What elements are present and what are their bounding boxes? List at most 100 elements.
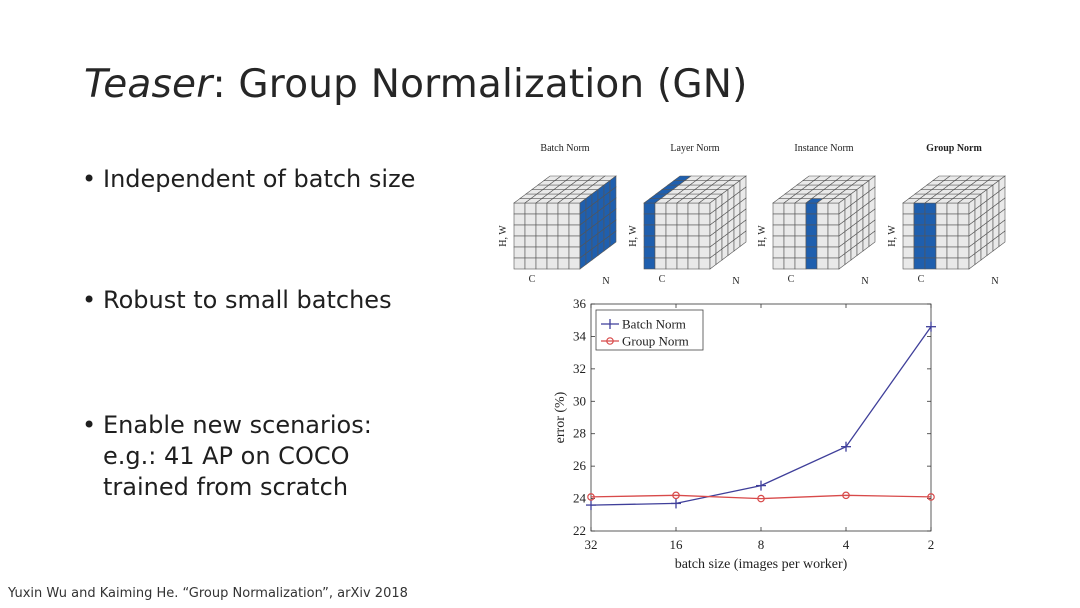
bullet-text: Robust to small batches [103, 286, 392, 314]
front-cell [524, 213, 537, 226]
front-cell [772, 202, 785, 215]
front-cell [546, 202, 559, 215]
y-tick-label: 28 [573, 426, 586, 441]
front-cell [643, 235, 656, 248]
front-cell [957, 257, 970, 270]
front-cell [557, 213, 570, 226]
front-cell [902, 202, 915, 215]
front-cell [513, 202, 526, 215]
front-cell [513, 246, 526, 259]
front-cell [687, 257, 700, 270]
data-point-batch-norm [756, 480, 766, 491]
front-cell [535, 224, 548, 237]
front-cell [794, 202, 807, 215]
front-cell [654, 202, 667, 215]
front-cell [946, 202, 959, 215]
front-cell [957, 224, 970, 237]
front-cell [902, 235, 915, 248]
axis-label-hw: H, W [628, 225, 639, 247]
front-cell [794, 246, 807, 259]
side-cell [609, 230, 617, 248]
front-cell [924, 224, 937, 237]
legend-label: Batch Norm [622, 317, 686, 332]
front-cell [535, 246, 548, 259]
x-axis-label: batch size (images per worker) [675, 557, 848, 572]
axis-label-c: C [788, 274, 795, 284]
front-cell [772, 246, 785, 259]
front-cell [687, 235, 700, 248]
front-cell [946, 213, 959, 226]
axis-label-n: N [732, 276, 739, 284]
front-cell [935, 235, 948, 248]
norm-label: Layer Norm [670, 143, 719, 154]
front-cell [783, 235, 796, 248]
data-point-batch-norm [586, 500, 596, 511]
front-cell [772, 257, 785, 270]
front-cell [805, 235, 818, 248]
front-cell [913, 202, 926, 215]
front-cell [687, 246, 700, 259]
data-point-group-norm [842, 491, 850, 500]
data-point-group-norm [587, 493, 595, 501]
front-cell [535, 213, 548, 226]
norm-cube-3: Instance Norm H, W C N [757, 143, 876, 284]
front-cell [805, 224, 818, 237]
front-cell [568, 202, 581, 215]
front-cell [957, 202, 970, 215]
norm-label: Group Norm [926, 143, 982, 154]
axis-label-c: C [529, 274, 536, 284]
front-cell [946, 235, 959, 248]
legend: Batch Norm Group Norm [595, 309, 704, 351]
front-cell [557, 202, 570, 215]
error-vs-batch-size-chart: 22 24 26 28 30 32 34 36 32 16 8 4 2 batch size (image… [553, 296, 936, 572]
bullet-item: Independent of batch size [80, 164, 460, 195]
side-cell [739, 230, 747, 248]
front-cell [772, 224, 785, 237]
front-cell [643, 246, 656, 259]
front-cell [535, 235, 548, 248]
citation: Yuxin Wu and Kaiming He. “Group Normaliz… [8, 586, 408, 601]
norm-label: Instance Norm [794, 143, 853, 154]
front-cell [924, 202, 937, 215]
data-point-group-norm [757, 494, 765, 503]
front-cell [913, 257, 926, 270]
front-cell [794, 213, 807, 226]
front-cell [805, 246, 818, 259]
front-cell [783, 213, 796, 226]
front-cell [665, 246, 678, 259]
bullet-subtext: e.g.: 41 AP on COCO [103, 442, 350, 470]
front-cell [913, 246, 926, 259]
legend-label: Group Norm [622, 334, 689, 349]
x-tick-label: 2 [928, 537, 935, 552]
front-cell [816, 202, 829, 215]
front-cell [676, 224, 689, 237]
data-point-batch-norm [841, 441, 851, 452]
bullet-subtext: trained from scratch [103, 473, 349, 501]
front-cell [698, 246, 711, 259]
front-cell [676, 257, 689, 270]
y-tick-label: 30 [573, 393, 586, 408]
front-cell [643, 257, 656, 270]
y-tick-label: 32 [573, 361, 586, 376]
front-cell [524, 202, 537, 215]
front-cell [513, 224, 526, 237]
x-tick-label: 4 [843, 537, 850, 552]
y-tick-label: 34 [573, 328, 587, 343]
front-cell [816, 224, 829, 237]
front-cell [535, 202, 548, 215]
front-cell [524, 257, 537, 270]
front-cell [783, 224, 796, 237]
front-cell [557, 235, 570, 248]
front-cell [935, 224, 948, 237]
front-cell [676, 202, 689, 215]
front-cell [643, 224, 656, 237]
legend-box [595, 309, 704, 351]
front-cell [805, 213, 818, 226]
front-cell [535, 257, 548, 270]
front-cell [783, 257, 796, 270]
front-cell [913, 224, 926, 237]
front-cell [827, 202, 840, 215]
axis-label-n: N [991, 276, 998, 284]
front-cell [827, 224, 840, 237]
slide-title: Teaser: Group Normalization (GN) [84, 62, 748, 107]
